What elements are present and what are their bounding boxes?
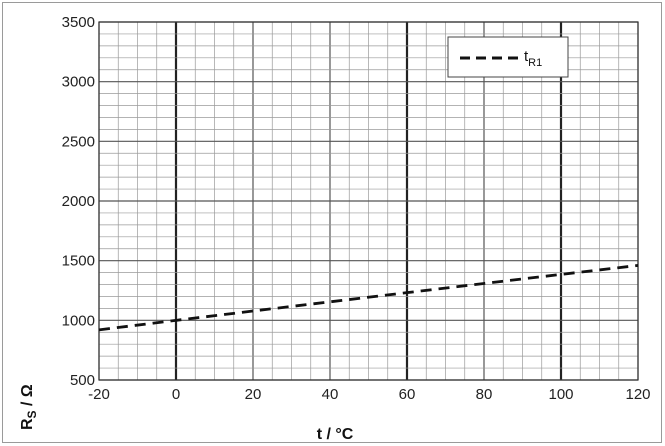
y-tick-label: 500 (70, 372, 95, 389)
x-tick-label: 100 (548, 386, 573, 403)
series-line-tR1 (98, 264, 639, 332)
x-tick-label: 0 (172, 386, 180, 403)
tick-labels: -20 0 20 40 60 80 100 120 500 1000 1500 2000 2500 300… (62, 14, 651, 403)
legend: tR1 (447, 36, 569, 78)
y-tick-label: 2000 (62, 193, 95, 210)
y-tick-label: 2500 (62, 133, 95, 150)
y-tick-label: 1000 (62, 312, 95, 329)
plot-border (98, 21, 639, 381)
legend-label: tR1 (524, 48, 542, 69)
x-tick-label: 80 (476, 386, 493, 403)
y-tick-label: 3500 (62, 14, 95, 31)
y-axis-title: RS / Ω (19, 384, 39, 430)
x-tick-label: -20 (88, 386, 110, 403)
x-axis-title: t / °C (317, 426, 354, 443)
series-layer (98, 264, 639, 332)
x-tick-label: 20 (245, 386, 262, 403)
y-tick-label: 3000 (62, 74, 95, 91)
x-tick-label: 40 (322, 386, 339, 403)
x-tick-label: 60 (399, 386, 416, 403)
y-tick-label: 1500 (62, 253, 95, 270)
x-tick-label: 120 (625, 386, 650, 403)
